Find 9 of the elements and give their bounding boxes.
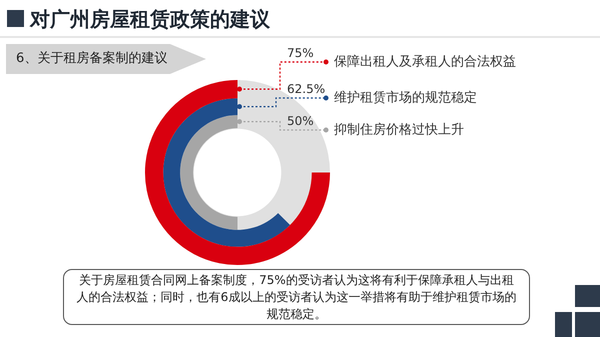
text: 对广州房屋租赁政策的建议 xyxy=(30,6,270,33)
data-label: 62.5% xyxy=(287,82,326,96)
category-label: 维护租赁市场的规范稳定 xyxy=(334,90,477,106)
category-label: 抑制住房价格过快上升 xyxy=(334,121,464,138)
data-label: 75% xyxy=(287,46,314,60)
category-label: 保障出租人及承租人的合法权益 xyxy=(334,54,516,70)
data-label: 50% xyxy=(287,114,314,128)
text: 关于房屋租赁合同网上备案制度，75%的受访者认为这将有利于保障承租人与出租人的合法权益；同时，也有6成以上的受访者认为这一举措将有助于维护租赁市场的规范稳定。 xyxy=(63,269,530,325)
text: 6、关于租房备案制的建议 xyxy=(6,44,206,74)
